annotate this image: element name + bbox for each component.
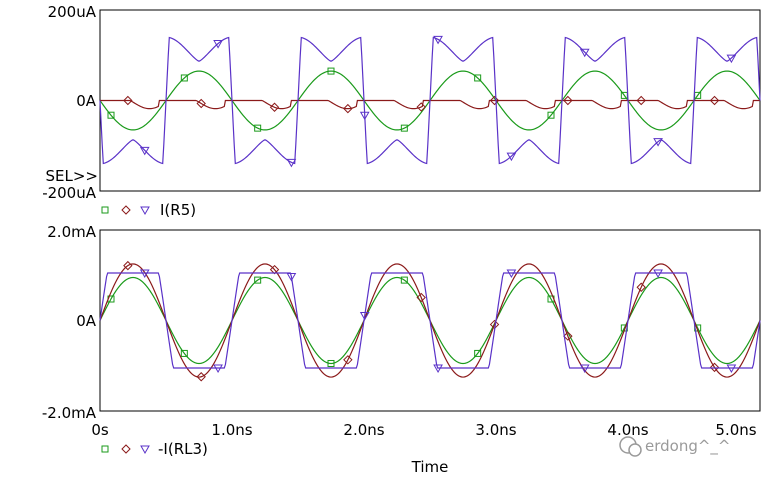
square-marker (107, 111, 115, 119)
bottom-y-tick-zero: 0A (76, 312, 97, 330)
diamond-marker (709, 95, 720, 106)
triangle-marker (726, 54, 737, 64)
legend-diamond-marker (121, 205, 131, 215)
diamond-marker (563, 331, 573, 341)
triangle-marker (139, 269, 150, 278)
diamond-marker (709, 362, 720, 373)
x-tick-2: 2.0ns (343, 421, 384, 439)
triangle-marker (579, 364, 590, 374)
x-tick-0: 0s (91, 421, 109, 439)
top-y-tick-max: 200uA (48, 3, 97, 21)
triangle-marker (433, 35, 443, 45)
legend-diamond-marker (121, 444, 131, 454)
diamond-marker (123, 260, 133, 271)
bottom-legend-label: -I(RL3) (158, 440, 208, 458)
diamond-marker (343, 103, 353, 114)
triangle-marker (506, 269, 517, 278)
bottom-y-tick-min: -2.0mA (42, 404, 97, 422)
legend-triangle-marker (140, 206, 150, 216)
square-marker (180, 74, 188, 82)
series-line-purple-chart-2 (99, 272, 761, 369)
diamond-marker (269, 102, 280, 112)
square-marker (400, 276, 408, 284)
square-marker (254, 276, 262, 284)
diamond-marker (636, 282, 646, 292)
square-marker (474, 349, 482, 357)
triangle-marker (579, 48, 590, 58)
square-marker (474, 74, 482, 82)
diamond-marker (416, 292, 426, 303)
legend-square-marker (101, 445, 109, 453)
top-y-tick-min: -200uA (42, 184, 97, 202)
series-layer (99, 35, 761, 382)
triangle-marker (213, 364, 223, 374)
triangle-marker (286, 272, 297, 282)
diamond-marker (196, 372, 206, 382)
watermark: erdong^_^ (619, 436, 731, 457)
triangle-marker (653, 138, 663, 147)
diamond-marker (196, 98, 206, 109)
triangle-marker (359, 111, 370, 121)
sel-label: SEL>> (46, 167, 99, 185)
square-marker (547, 111, 555, 119)
square-marker (254, 124, 262, 132)
diamond-marker (416, 102, 426, 112)
legend-triangle-marker (140, 445, 150, 455)
top-y-tick-zero: 0A (76, 92, 97, 110)
diamond-marker (563, 95, 573, 106)
wechat-logo-icon-inner (628, 443, 642, 457)
square-marker (400, 124, 408, 132)
x-tick-4: 4.0ns (607, 421, 648, 439)
triangle-marker (286, 158, 297, 168)
x-tick-3: 3.0ns (475, 421, 516, 439)
triangle-marker (359, 312, 370, 321)
bottom-y-tick-max: 2.0mA (47, 223, 96, 241)
series-line-purple-chart-1 (99, 36, 761, 165)
triangle-marker (726, 364, 737, 374)
triangle-marker (653, 269, 663, 278)
square-marker (327, 67, 335, 75)
diamond-marker (343, 355, 353, 365)
bottom-legend: -I(RL3) (101, 440, 208, 458)
square-marker (327, 359, 335, 367)
triangle-marker (506, 152, 517, 162)
triangle-marker (433, 364, 443, 374)
x-tick-1: 1.0ns (211, 421, 252, 439)
triangle-marker (139, 146, 150, 156)
x-axis-title: Time (411, 458, 449, 476)
top-legend: I(R5) (101, 201, 196, 219)
diamond-marker (636, 95, 646, 106)
x-tick-5: 5.0ns (715, 421, 756, 439)
diamond-marker (489, 95, 500, 106)
diamond-marker (269, 264, 280, 275)
watermark-text: erdong^_^ (645, 437, 731, 456)
legend-square-marker (101, 206, 109, 214)
diamond-marker (123, 95, 133, 106)
square-marker (180, 349, 188, 357)
triangle-marker (213, 40, 223, 49)
top-legend-label: I(R5) (160, 201, 196, 219)
